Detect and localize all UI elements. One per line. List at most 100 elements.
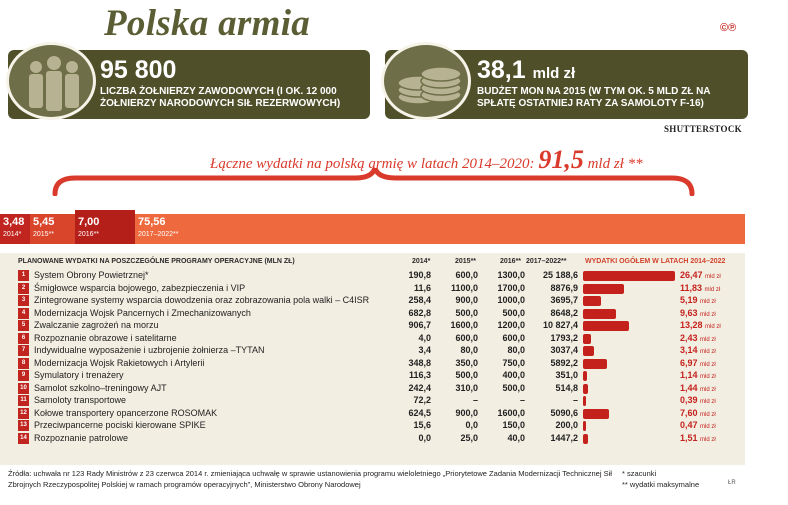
total-value: 91,5 — [538, 145, 584, 174]
program-name: Indywidualne wyposażenie i uzbrojenie żo… — [34, 345, 265, 355]
total-unit: mld zł — [700, 424, 716, 430]
table-row: 11 Samoloty transportowe 72,2 – – – 0,39 mld z… — [0, 395, 745, 407]
program-name: Śmigłowce wsparcia bojowego, zabezpiecze… — [34, 282, 246, 293]
timeline-value: 3,48 — [3, 216, 25, 228]
value-2014: 348,8 — [408, 357, 431, 368]
total-unit: mld zł — [700, 311, 716, 318]
header-total: Wydatki ogółem w latach 2014–2022 — [585, 258, 726, 265]
programs-table: Planowane wydatki na poszczególne progra… — [0, 253, 745, 465]
value-2015: 500,0 — [455, 307, 478, 318]
program-name: Kołowe transportery opancerzone ROSOMAK — [34, 407, 218, 418]
value-2016: 600,0 — [502, 332, 525, 343]
total-label: 7,60 mld zł — [680, 408, 716, 418]
total-bar — [583, 321, 630, 331]
total-unit: mld zł — [700, 336, 716, 343]
total-value: 7,60 — [680, 407, 698, 418]
program-name: Zwalczanie zagrożeń na morzu — [34, 320, 159, 330]
table-row: 1 System Obrony Powietrznej* 190,8 600,0 130… — [0, 270, 745, 282]
program-name: Symulatory i trenażery — [34, 370, 124, 380]
timeline-segment-2015: 5,45 2015** — [30, 214, 75, 244]
soldiers-icon — [6, 42, 96, 120]
budget-number: 38,1 — [477, 56, 526, 84]
total-unit: mld zł — [704, 286, 721, 293]
total-label: 6,97 mld zł — [680, 358, 716, 368]
program-name: Rozpoznanie patrolowe — [34, 432, 129, 443]
footnote-estimate: * szacunki — [622, 469, 657, 478]
header-2014: 2014* — [412, 258, 431, 265]
source-note: Źródła: uchwała nr 123 Rady Ministrów z … — [8, 469, 612, 489]
total-unit: mld zł — [705, 324, 721, 330]
total-label: 11,83 mld zł — [680, 283, 720, 293]
value-2015: – — [472, 395, 478, 405]
table-row: 9 Symulatory i trenażery 116,3 500,0 400,0 35… — [0, 370, 745, 382]
publisher-logo: ©℗ — [720, 22, 737, 34]
table-row: 8 Modernizacja Wojsk Rakietowych i Artyle… — [0, 357, 745, 370]
timeline-value: 5,45 — [33, 216, 55, 228]
value-2017-2022: 3037,4 — [550, 345, 578, 355]
total-label: 5,19 mld zł — [680, 295, 716, 305]
budget-description: Budżet MON na 2015 (w tym ok. 5 mld zł n… — [477, 86, 711, 109]
brace-icon — [52, 168, 695, 196]
program-name: Zintegrowane systemy wsparcia dowodzenia… — [34, 295, 370, 305]
total-value: 26,47 — [680, 270, 703, 280]
value-2014: 3,4 — [418, 345, 431, 355]
header-program: Planowane wydatki na poszczególne progra… — [18, 258, 295, 265]
value-2016: 150,0 — [502, 420, 525, 430]
total-bar — [583, 271, 675, 281]
value-2014: 11,6 — [413, 282, 431, 293]
photo-credit: SHUTTERSTOCK — [664, 124, 742, 134]
value-2014: 0,0 — [418, 432, 431, 443]
value-2017-2022: 514,8 — [555, 382, 578, 393]
row-number: 2 — [18, 282, 29, 294]
total-label: 3,14 mld zł — [680, 345, 716, 355]
value-2017-2022: 351,0 — [555, 370, 578, 380]
timeline-year: 2016** — [78, 231, 100, 238]
table-row: 4 Modernizacja Wojsk Pancernych i Zmechan… — [0, 307, 745, 320]
total-unit: mld zł — [700, 299, 716, 305]
table-row: 5 Zwalczanie zagrożeń na morzu 906,7 1600,0… — [0, 320, 745, 332]
total-unit: mld zł — [700, 411, 716, 418]
header-2015: 2015** — [455, 258, 477, 265]
value-2017-2022: 5090,6 — [550, 407, 578, 418]
value-2015: 900,0 — [455, 407, 478, 418]
total-unit: mld zł — [700, 386, 716, 393]
value-2014: 190,8 — [408, 270, 431, 280]
total-label: 0,47 mld zł — [680, 420, 716, 430]
row-number: 1 — [18, 270, 29, 281]
total-value: 0,39 — [680, 395, 698, 405]
header-2016: 2016** — [500, 258, 522, 265]
value-2014: 15,6 — [413, 420, 431, 430]
total-value: 1,44 — [680, 382, 698, 393]
total-value: 9,63 — [680, 307, 698, 318]
author-initials: ŁR — [728, 480, 736, 486]
total-spending: Łączne wydatki na polską armię w latach … — [210, 145, 643, 175]
soldiers-count: 95 800 — [100, 56, 177, 84]
footnote-max: ** wydatki maksymalne — [622, 480, 700, 489]
total-bar — [583, 346, 594, 356]
value-2015: 500,0 — [455, 370, 478, 380]
total-unit: mld zł — [700, 399, 716, 405]
row-number: 6 — [18, 332, 29, 344]
value-2016: 1000,0 — [497, 295, 525, 305]
program-name: Modernizacja Wojsk Pancernych i Zmechani… — [34, 307, 251, 318]
value-2017-2022: 1793,2 — [550, 332, 578, 343]
program-name: Modernizacja Wojsk Rakietowych i Artyler… — [34, 357, 205, 368]
timeline: 3,48 2014* 5,45 2015** 7,00 2016** 75,56… — [0, 196, 745, 244]
row-number: 7 — [18, 345, 29, 356]
value-2015: 600,0 — [455, 332, 478, 343]
table-row: 3 Zintegrowane systemy wsparcia dowodzeni… — [0, 295, 745, 307]
value-2016: 1200,0 — [497, 320, 525, 330]
row-number: 13 — [18, 420, 29, 431]
total-label: 9,63 mld zł — [680, 308, 716, 318]
value-2017-2022: 25 188,6 — [542, 270, 578, 280]
total-value: 1,14 — [680, 370, 698, 380]
program-name: System Obrony Powietrznej* — [34, 270, 149, 280]
row-number: 11 — [18, 395, 29, 406]
total-label: 0,39 mld zł — [680, 395, 716, 405]
program-name: Samolot szkolno–treningowy AJT — [34, 382, 167, 393]
value-2014: 258,4 — [408, 295, 431, 305]
page-title: Polska armia — [104, 3, 311, 44]
total-value: 5,19 — [680, 295, 698, 305]
value-2016: 40,0 — [507, 432, 525, 443]
total-bar — [583, 308, 617, 319]
